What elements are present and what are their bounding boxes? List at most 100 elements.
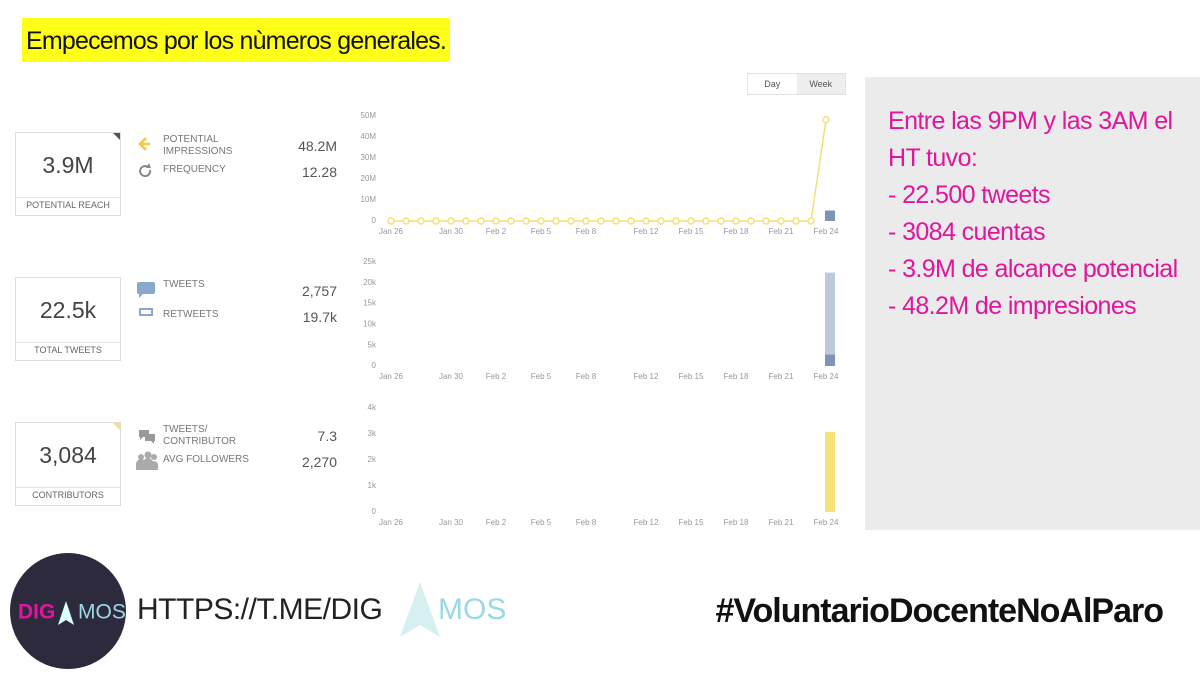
y-tick-label: 0 bbox=[372, 507, 377, 516]
x-tick-label: Feb 12 bbox=[634, 372, 659, 381]
metric-label: TWEETS/ CONTRIBUTOR bbox=[163, 424, 237, 447]
line-point bbox=[612, 217, 620, 225]
icon-followers bbox=[136, 451, 158, 470]
x-tick-label: Feb 2 bbox=[486, 372, 507, 381]
charts: 0 10M 20M 30M 40M 50M Jan 26 Jan 30 Feb 2 Feb 5 Fe… bbox=[136, 111, 839, 527]
line-point bbox=[537, 217, 545, 225]
icon-contributor bbox=[139, 430, 155, 444]
summary-text: Entre las 9PM y las 3AM el HT tuvo: - 22… bbox=[888, 103, 1193, 325]
x-tick-label: Feb 2 bbox=[486, 518, 507, 527]
line-point bbox=[492, 217, 500, 225]
y-tick-label: 1k bbox=[368, 481, 377, 490]
line-point bbox=[522, 217, 530, 225]
x-tick-label: Jan 26 bbox=[379, 372, 404, 381]
metric-value: 19.7k bbox=[302, 309, 337, 325]
y-tick-label: 0 bbox=[372, 361, 377, 370]
bar bbox=[825, 431, 835, 512]
line-point bbox=[627, 217, 635, 225]
stat-card: 3.9M POTENTIAL REACH bbox=[15, 132, 121, 216]
x-tick-label: Jan 26 bbox=[379, 227, 404, 236]
line-point bbox=[807, 217, 815, 225]
url-right: MOS bbox=[438, 593, 506, 626]
stat-card: 3,084 CONTRIBUTORS bbox=[15, 422, 121, 506]
x-tick-label: Feb 24 bbox=[814, 518, 839, 527]
summary-item: - 3.9M de alcance potencial bbox=[888, 255, 1178, 283]
icon-tweets bbox=[137, 282, 155, 298]
icon-impressions bbox=[138, 137, 150, 151]
url-plane bbox=[400, 582, 440, 637]
slide-title: Empecemos por los nùmeros generales. bbox=[22, 18, 451, 62]
line-point bbox=[462, 217, 470, 225]
summary-item: - 48.2M de impresiones bbox=[888, 292, 1137, 320]
x-tick-label: Jan 30 bbox=[439, 372, 464, 381]
y-tick-label: 5k bbox=[368, 340, 377, 349]
x-tick-label: Feb 21 bbox=[769, 372, 794, 381]
x-tick-label: Jan 30 bbox=[439, 227, 464, 236]
y-tick-label: 4k bbox=[368, 403, 377, 412]
line-point bbox=[552, 217, 560, 225]
line-point bbox=[762, 217, 770, 225]
summary-item: - 22.500 tweets bbox=[888, 181, 1051, 209]
x-tick-label: Feb 5 bbox=[531, 372, 552, 381]
line-point bbox=[777, 217, 785, 225]
metric-value: 2,757 bbox=[301, 283, 337, 299]
line-point bbox=[567, 217, 575, 225]
x-tick-label: Feb 24 bbox=[814, 227, 839, 236]
line-point bbox=[717, 217, 725, 225]
stat-card: 22.5k TOTAL TWEETS bbox=[15, 277, 121, 361]
bar bbox=[825, 354, 835, 366]
toggle-week[interactable]: Week bbox=[796, 74, 845, 94]
line-point bbox=[417, 217, 425, 225]
line-point bbox=[687, 217, 695, 225]
x-tick-label: Feb 5 bbox=[531, 227, 552, 236]
x-tick-label: Feb 5 bbox=[531, 518, 552, 527]
stat-label: TOTAL TWEETS bbox=[34, 345, 102, 355]
x-tick-label: Feb 8 bbox=[576, 372, 597, 381]
metric-value: 12.28 bbox=[301, 164, 337, 180]
stat-label: POTENTIAL REACH bbox=[26, 200, 110, 210]
x-tick-label: Feb 21 bbox=[769, 227, 794, 236]
line bbox=[391, 119, 827, 222]
metric-label: FREQUENCY bbox=[163, 164, 226, 175]
x-tick-label: Feb 18 bbox=[724, 518, 749, 527]
bar bbox=[825, 272, 835, 355]
toggle-day[interactable]: Day bbox=[748, 74, 797, 94]
x-tick-label: Feb 21 bbox=[769, 518, 794, 527]
y-tick-label: 20M bbox=[360, 174, 376, 183]
y-tick-label: 10M bbox=[360, 195, 376, 204]
metric-label: AVG FOLLOWERS bbox=[163, 454, 249, 465]
x-tick-label: Feb 8 bbox=[576, 518, 597, 527]
card-corner bbox=[113, 423, 120, 430]
icon-frequency bbox=[139, 163, 152, 178]
metric-label: POTENTIAL IMPRESSIONS bbox=[163, 134, 233, 157]
stat-value: 3,084 bbox=[16, 423, 120, 488]
line-point bbox=[447, 217, 455, 225]
x-tick-label: Jan 26 bbox=[379, 518, 404, 527]
line-point bbox=[747, 217, 755, 225]
card-corner bbox=[113, 133, 120, 140]
line-point bbox=[402, 217, 410, 225]
y-tick-label: 15k bbox=[363, 299, 377, 308]
line-point bbox=[822, 116, 830, 124]
line-point bbox=[702, 217, 710, 225]
line-point bbox=[477, 217, 485, 225]
stat-value: 3.9M bbox=[16, 133, 120, 198]
y-tick-label: 2k bbox=[368, 455, 377, 464]
x-tick-label: Feb 12 bbox=[634, 518, 659, 527]
bar bbox=[825, 210, 835, 221]
metric-label: RETWEETS bbox=[163, 309, 219, 320]
line-point bbox=[582, 217, 590, 225]
metric-value: 2,270 bbox=[301, 454, 337, 470]
x-tick-label: Feb 12 bbox=[634, 227, 659, 236]
logo-left: DIG bbox=[18, 601, 55, 624]
line-point bbox=[387, 217, 395, 225]
period-toggle: Day Week bbox=[747, 73, 846, 95]
x-tick-label: Feb 2 bbox=[486, 227, 507, 236]
metric-value: 7.3 bbox=[317, 428, 337, 444]
url-main: HTTPS://T.ME/DIG bbox=[137, 593, 382, 626]
logo-plane bbox=[58, 601, 74, 625]
metric-value: 48.2M bbox=[298, 138, 337, 154]
y-tick-label: 10k bbox=[363, 320, 377, 329]
x-tick-label: Feb 15 bbox=[679, 227, 704, 236]
y-tick-label: 20k bbox=[363, 278, 377, 287]
